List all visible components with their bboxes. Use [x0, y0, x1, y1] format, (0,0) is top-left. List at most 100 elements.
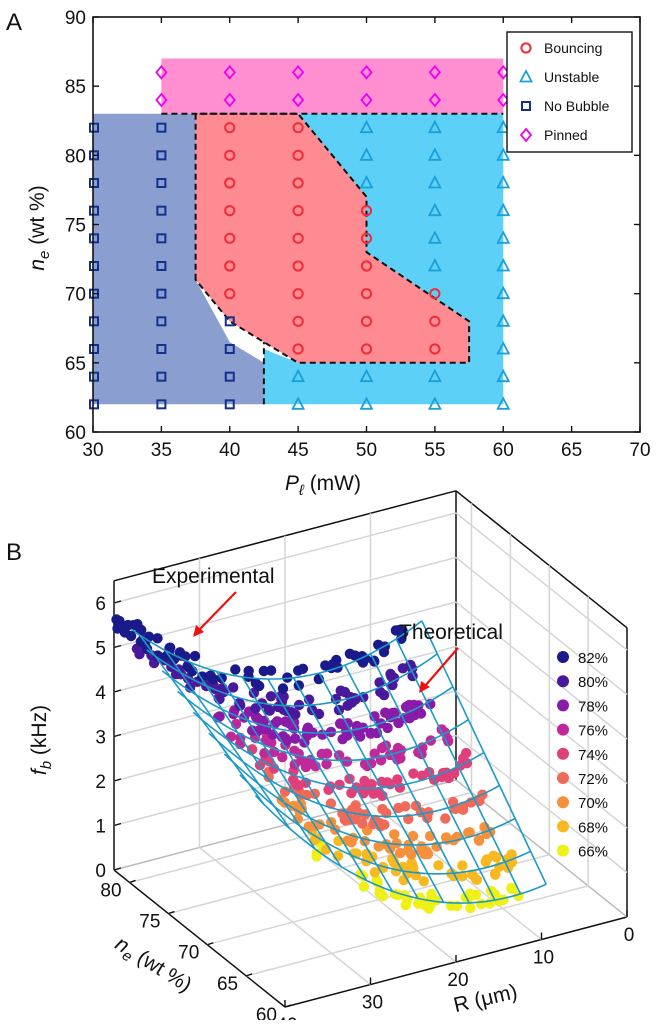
marker-unstable: [427, 230, 442, 244]
r-tick-label: 10: [533, 948, 554, 969]
data-point-78pct: [287, 722, 299, 733]
marker-unstable: [496, 230, 511, 244]
marker-bouncing: [224, 232, 236, 244]
x-tick-label: 45: [288, 440, 309, 461]
marker-no-bubble: [156, 399, 167, 410]
marker-no-bubble: [89, 261, 99, 271]
r-tick-label: 40: [276, 1015, 297, 1020]
marker-unstable: [359, 368, 374, 383]
data-point-82pct: [360, 653, 371, 664]
surface-line: [318, 672, 445, 903]
z-tick-mark: [113, 778, 122, 782]
data-point-68pct: [457, 860, 468, 871]
data-point-70pct: [421, 846, 432, 857]
marker-unstable: [427, 368, 442, 383]
legend-label: 70%: [578, 795, 608, 812]
data-point-82pct: [152, 650, 163, 661]
marker-pinned: [291, 92, 305, 108]
surface-line: [223, 753, 516, 846]
legend-label: Bouncing: [544, 40, 602, 56]
legend: Bouncing Unstable No Bubble Pinned: [506, 31, 633, 153]
data-point-72pct: [410, 800, 422, 811]
y-tick-label: 75: [65, 216, 86, 237]
ne-tick-label: 70: [178, 943, 199, 964]
marker-unstable: [427, 119, 442, 134]
surface-line: [130, 620, 423, 680]
marker-unstable: [291, 368, 306, 383]
marker-unstable: [359, 147, 374, 161]
data-point-80pct: [385, 668, 396, 680]
z-tick-label: 5: [95, 639, 106, 660]
arrowhead-experimental: [193, 625, 204, 637]
legend-label: 76%: [578, 723, 608, 740]
data-point-74pct: [366, 779, 377, 790]
x-tick-label: 35: [151, 440, 172, 461]
data-point-82pct: [230, 664, 241, 675]
data-point-70pct: [373, 841, 384, 852]
grid-line: [455, 601, 628, 740]
marker-unstable: [496, 396, 511, 410]
legend-marker-no-bubble: [521, 101, 531, 111]
marker-no-bubble: [156, 205, 167, 216]
marker-pinned: [155, 64, 168, 80]
marker-bouncing: [292, 260, 304, 272]
legend-marker-pinned: [519, 127, 533, 143]
grid-line: [199, 846, 371, 986]
marker-bouncing: [224, 149, 236, 161]
data-point-70pct: [303, 821, 314, 832]
surface-line: [369, 653, 496, 901]
data-point-74pct: [334, 779, 345, 790]
data-point-74pct: [408, 768, 419, 779]
legend-label: 66%: [578, 844, 608, 861]
data-point-68pct: [491, 852, 502, 863]
marker-unstable: [496, 285, 511, 300]
marker-no-bubble: [89, 344, 99, 354]
legend-marker-unstable: [519, 69, 533, 83]
surface-line: [241, 676, 368, 881]
marker-no-bubble: [89, 371, 99, 382]
marker-bouncing: [224, 177, 236, 189]
data-point-72pct: [279, 786, 291, 797]
data-point-72pct: [400, 801, 411, 812]
grid-line: [455, 645, 628, 785]
x-tick-label: 60: [493, 440, 514, 461]
data-point-78pct: [380, 707, 391, 718]
marker-unstable: [427, 396, 442, 410]
data-point-78pct: [335, 718, 346, 729]
data-point-68pct: [369, 867, 380, 878]
surface-line: [267, 678, 393, 892]
marker-bouncing: [360, 232, 373, 244]
marker-bouncing: [429, 288, 441, 300]
marker-no-bubble: [89, 233, 99, 244]
data-point-80pct: [134, 649, 145, 660]
region-no-bubble: [93, 113, 264, 405]
legend-dot: [557, 747, 569, 760]
data-point-70pct: [407, 830, 419, 842]
marker-bouncing: [429, 343, 441, 355]
legend-dot: [557, 699, 569, 712]
data-point-74pct: [346, 787, 357, 799]
data-point-78pct: [369, 711, 380, 722]
axis-ticks: 30 35 40 45 50 55 60 65 70 60 65 70 75 80 85 90: [65, 8, 651, 461]
marker-bouncing: [292, 343, 304, 355]
z-axis-label: fb (kHz): [28, 705, 55, 775]
marker-bouncing: [224, 205, 236, 217]
data-point-70pct: [391, 838, 402, 849]
marker-unstable: [291, 396, 306, 410]
z-tick-mark: [113, 644, 122, 649]
region-bouncing: [195, 113, 470, 363]
surface-line: [190, 662, 316, 850]
y-tick-label: 65: [65, 354, 86, 375]
data-point-68pct: [457, 871, 468, 882]
marker-bouncing: [224, 122, 236, 134]
data-point-82pct: [205, 670, 216, 681]
y-axis-label: ne (wt %): [26, 185, 53, 270]
r-tick-label: 20: [447, 970, 468, 991]
surface-line: [138, 634, 265, 805]
marker-pinned: [428, 64, 442, 80]
surface-line: [292, 677, 419, 899]
marker-pinned: [223, 64, 236, 80]
marker-unstable: [496, 258, 511, 272]
legend-label: 82%: [578, 650, 608, 667]
data-point-82pct: [293, 665, 304, 676]
